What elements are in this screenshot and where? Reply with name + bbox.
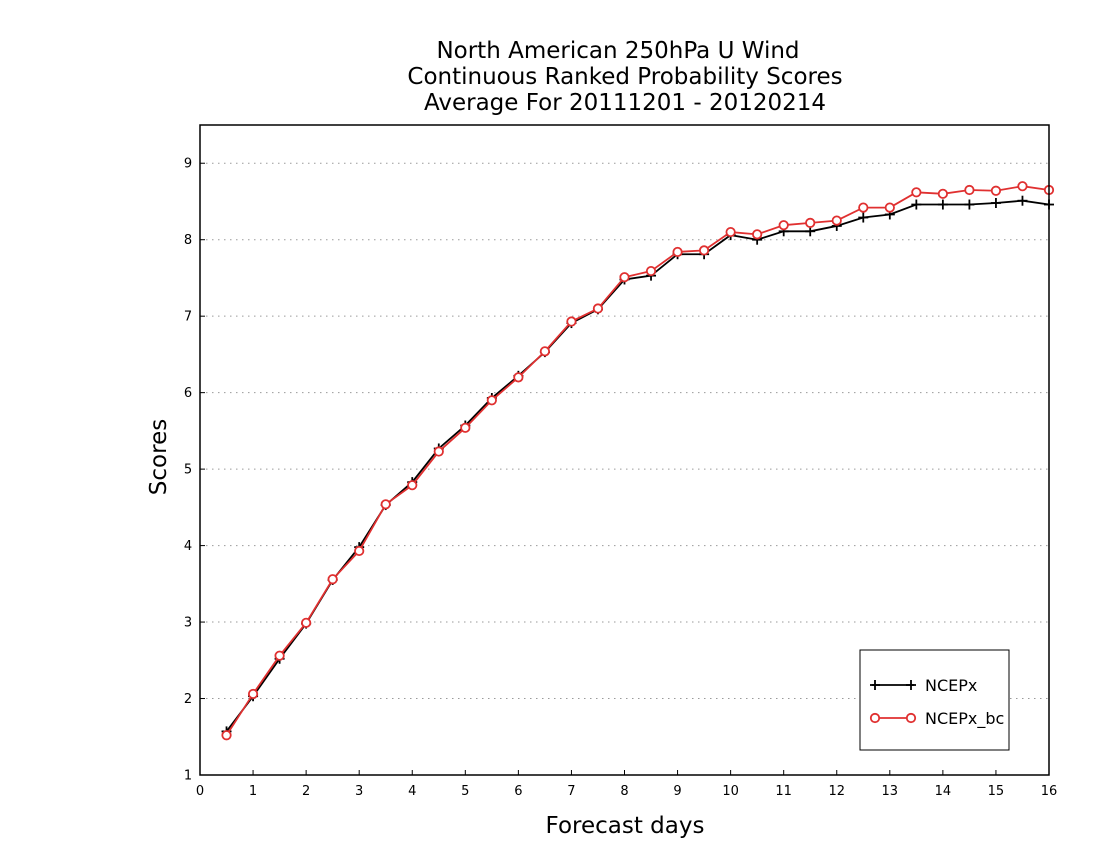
circle-marker bbox=[274, 650, 285, 661]
legend-label: NCEPx bbox=[925, 676, 977, 695]
plus-marker bbox=[858, 212, 869, 223]
circle-marker bbox=[752, 229, 763, 240]
circle-marker bbox=[566, 316, 577, 327]
x-tick-label: 4 bbox=[408, 784, 416, 799]
y-tick-label: 2 bbox=[184, 692, 192, 707]
x-tick-label: 2 bbox=[302, 784, 310, 799]
circle-marker bbox=[354, 545, 365, 557]
y-axis: 1 2 3 4 5 6 7 8 9 bbox=[184, 157, 205, 784]
y-tick-label: 5 bbox=[184, 463, 192, 478]
circle-marker bbox=[869, 712, 881, 724]
plus-marker bbox=[937, 199, 948, 210]
chart-title-line-2: Continuous Ranked Probability Scores bbox=[407, 64, 842, 90]
legend-box bbox=[859, 649, 1010, 751]
x-tick-label: 6 bbox=[514, 784, 522, 799]
circle-marker bbox=[619, 272, 630, 283]
series-line bbox=[225, 199, 1050, 732]
circle-marker bbox=[592, 303, 604, 314]
legend: NCEPx NCEPx_bc bbox=[859, 649, 1010, 751]
y-tick-label: 8 bbox=[184, 233, 192, 248]
series-layer bbox=[221, 181, 1055, 741]
x-tick-label: 14 bbox=[935, 784, 952, 799]
circle-marker bbox=[672, 246, 683, 258]
series-ncepx-bc bbox=[221, 181, 1055, 741]
circle-marker bbox=[937, 188, 948, 199]
y-tick-label: 3 bbox=[184, 616, 192, 631]
chart-title-line-3: Average For 20111201 - 20120214 bbox=[424, 90, 826, 116]
circle-marker bbox=[911, 187, 922, 198]
chart-title: North American 250hPa U Wind Continuous … bbox=[407, 38, 842, 116]
circle-marker bbox=[645, 265, 657, 277]
circle-marker bbox=[433, 446, 444, 457]
circle-marker bbox=[301, 617, 312, 628]
circle-marker bbox=[725, 226, 736, 238]
y-tick-label: 7 bbox=[184, 310, 192, 325]
y-tick-label: 9 bbox=[184, 157, 192, 172]
circle-marker bbox=[327, 574, 338, 585]
plus-marker bbox=[870, 680, 880, 690]
y-tick-label: 1 bbox=[184, 769, 192, 784]
y-tick-label: 6 bbox=[184, 386, 192, 401]
x-tick-label: 10 bbox=[722, 784, 739, 799]
x-tick-label: 1 bbox=[249, 784, 257, 799]
x-tick-label: 16 bbox=[1041, 784, 1058, 799]
circle-marker bbox=[380, 499, 391, 510]
circle-marker bbox=[884, 202, 895, 213]
circle-marker bbox=[964, 184, 975, 196]
plus-marker bbox=[911, 199, 922, 210]
legend-entry: NCEPx_bc bbox=[869, 709, 1004, 729]
y-axis-label: Scores bbox=[146, 419, 172, 495]
circle-marker bbox=[805, 217, 816, 228]
circle-marker bbox=[778, 220, 789, 231]
x-tick-label: 8 bbox=[620, 784, 628, 799]
x-axis: 0 1 2 3 4 5 6 7 8 9 10 11 12 13 14 15 16 bbox=[196, 770, 1057, 799]
circle-marker bbox=[905, 712, 917, 724]
circle-marker bbox=[698, 245, 710, 256]
x-tick-label: 7 bbox=[567, 784, 575, 799]
circle-marker bbox=[539, 346, 551, 357]
plus-marker bbox=[906, 680, 916, 690]
x-tick-label: 11 bbox=[775, 784, 792, 799]
series-line bbox=[225, 185, 1050, 736]
circle-marker bbox=[513, 372, 524, 383]
plus-marker bbox=[1017, 195, 1028, 206]
x-tick-label: 13 bbox=[882, 784, 899, 799]
plus-marker bbox=[990, 198, 1001, 208]
circle-marker bbox=[247, 688, 259, 700]
plus-marker bbox=[964, 199, 975, 210]
circle-marker bbox=[990, 185, 1002, 196]
x-tick-label: 5 bbox=[461, 784, 469, 799]
chart-title-line-1: North American 250hPa U Wind bbox=[436, 38, 799, 64]
circle-marker bbox=[221, 730, 232, 741]
x-tick-label: 15 bbox=[988, 784, 1005, 799]
x-tick-label: 0 bbox=[196, 784, 204, 799]
y-tick-label: 4 bbox=[184, 539, 192, 554]
legend-label: NCEPx_bc bbox=[925, 709, 1004, 729]
x-tick-label: 9 bbox=[673, 784, 681, 799]
circle-marker bbox=[407, 480, 418, 491]
x-tick-label: 3 bbox=[355, 784, 363, 799]
circle-marker bbox=[460, 422, 471, 433]
x-tick-label: 12 bbox=[828, 784, 845, 799]
x-axis-label: Forecast days bbox=[546, 813, 705, 839]
legend-items: NCEPx NCEPx_bc bbox=[869, 676, 1004, 729]
legend-entry: NCEPx bbox=[870, 676, 977, 695]
circle-marker bbox=[858, 202, 869, 213]
circle-marker bbox=[486, 395, 497, 406]
circle-marker bbox=[1017, 181, 1028, 192]
circle-marker bbox=[831, 215, 842, 226]
